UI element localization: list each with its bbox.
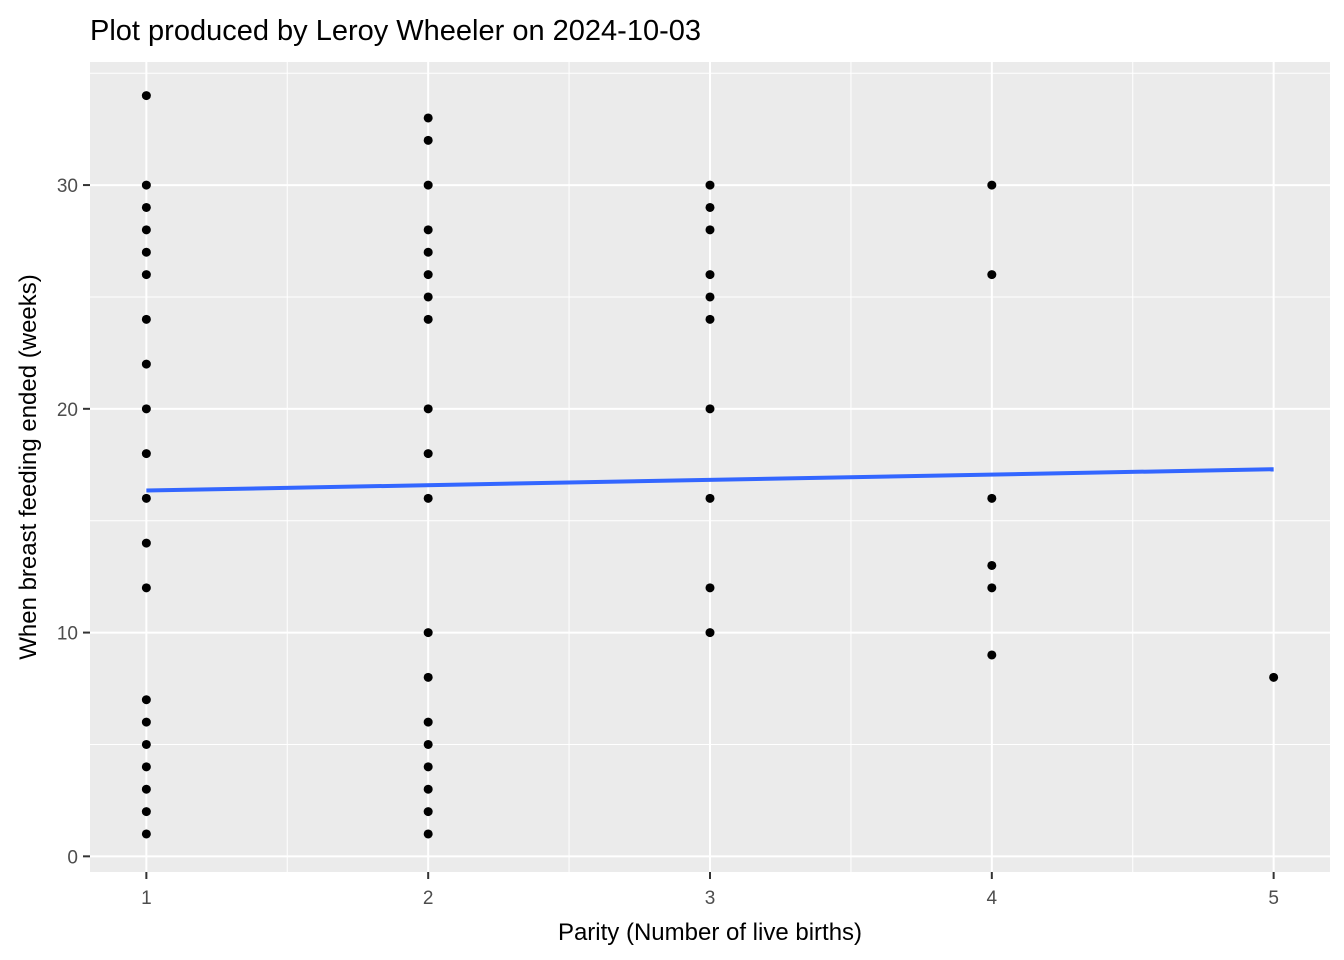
- data-point: [423, 784, 433, 794]
- data-point: [423, 829, 433, 839]
- x-tick-label: 1: [141, 888, 152, 909]
- x-axis: 1 2 3 4 5: [141, 872, 1279, 909]
- trend-line: [146, 467, 1274, 493]
- data-point: [705, 314, 715, 324]
- data-point: [423, 404, 433, 414]
- y-tick-label: 0: [67, 847, 78, 868]
- data-point: [1269, 672, 1279, 682]
- data-point: [987, 583, 997, 593]
- data-point: [423, 717, 433, 727]
- data-point: [423, 493, 433, 503]
- data-point: [141, 359, 151, 369]
- chart-title: Plot produced by Leroy Wheeler on 2024-1…: [90, 15, 701, 47]
- data-point: [987, 560, 997, 570]
- data-point: [705, 202, 715, 212]
- data-point: [141, 762, 151, 772]
- data-point: [423, 270, 433, 280]
- data-point: [705, 270, 715, 280]
- data-point: [141, 807, 151, 817]
- x-tick-label: 4: [987, 888, 998, 909]
- data-point: [423, 807, 433, 817]
- data-point: [987, 650, 997, 660]
- data-point: [141, 247, 151, 257]
- data-point: [423, 628, 433, 638]
- data-point: [423, 247, 433, 257]
- data-point: [141, 449, 151, 459]
- data-point: [141, 314, 151, 324]
- data-point: [141, 270, 151, 280]
- data-point: [141, 404, 151, 414]
- data-point: [423, 314, 433, 324]
- data-point: [423, 135, 433, 145]
- y-axis: 0 10 20 30: [57, 176, 90, 868]
- data-point: [141, 739, 151, 749]
- y-tick-label: 10: [57, 624, 78, 645]
- data-point: [423, 225, 433, 235]
- y-tick-label: 30: [57, 176, 78, 197]
- data-point: [141, 695, 151, 705]
- data-point: [423, 672, 433, 682]
- data-point: [423, 292, 433, 302]
- data-point: [141, 784, 151, 794]
- data-point: [423, 762, 433, 772]
- data-point: [705, 583, 715, 593]
- trend-line-layer: [146, 467, 1274, 493]
- data-point: [141, 493, 151, 503]
- x-tick-label: 2: [423, 888, 434, 909]
- x-tick-label: 3: [705, 888, 716, 909]
- data-point: [141, 225, 151, 235]
- data-point: [141, 583, 151, 593]
- data-point: [141, 91, 151, 101]
- data-point: [987, 493, 997, 503]
- y-tick-label: 20: [57, 400, 78, 421]
- data-point: [141, 202, 151, 212]
- data-point: [705, 292, 715, 302]
- x-axis-title: Parity (Number of live births): [558, 919, 862, 946]
- data-point: [423, 180, 433, 190]
- data-point: [423, 113, 433, 123]
- data-point: [705, 628, 715, 638]
- x-tick-label: 5: [1268, 888, 1279, 909]
- data-point: [987, 270, 997, 280]
- points-layer: [141, 91, 1279, 839]
- data-point: [141, 717, 151, 727]
- y-axis-title: When breast feeding ended (weeks): [15, 274, 42, 660]
- data-point: [705, 180, 715, 190]
- data-point: [141, 538, 151, 548]
- data-point: [705, 404, 715, 414]
- data-point: [141, 829, 151, 839]
- data-point: [705, 225, 715, 235]
- data-point: [987, 180, 997, 190]
- data-point: [423, 739, 433, 749]
- data-point: [141, 180, 151, 190]
- data-point: [423, 449, 433, 459]
- data-point: [705, 493, 715, 503]
